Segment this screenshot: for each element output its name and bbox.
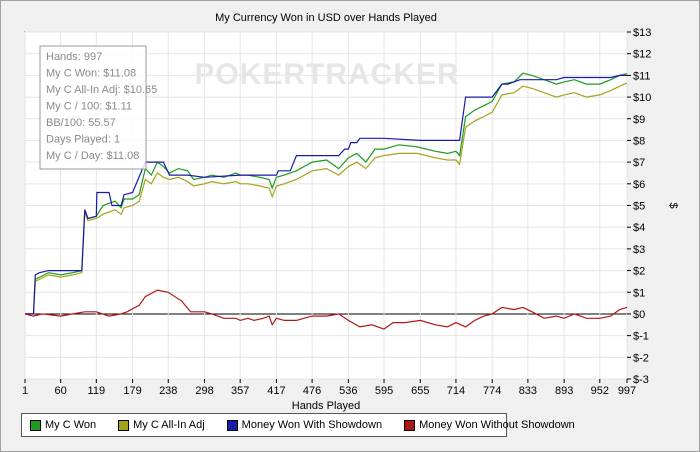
legend-item-4: Money Won Without Showdown <box>404 419 575 431</box>
x-tick-label: 833 <box>519 385 537 397</box>
y-tick-label: $4 <box>633 222 645 234</box>
y-tick-label: $9 <box>633 114 645 126</box>
y-tick-label: $2 <box>633 266 645 278</box>
x-tick-label: 119 <box>88 385 106 397</box>
x-tick-label: 179 <box>123 385 141 397</box>
y-tick-label: $5 <box>633 201 645 213</box>
x-axis-label: Hands Played <box>292 400 361 412</box>
x-tick-label: 595 <box>375 385 393 397</box>
legend-swatch <box>118 419 130 431</box>
y-tick-label: $8 <box>633 135 645 147</box>
x-tick-label: 893 <box>555 385 573 397</box>
y-tick-label: $1 <box>633 287 645 299</box>
legend-label: My C Won <box>45 419 97 431</box>
x-tick-label: 714 <box>447 385 465 397</box>
stats-box-frame <box>39 45 147 170</box>
x-tick-label: 952 <box>591 385 609 397</box>
legend: My C Won My C All-In Adj Money Won With Sh… <box>21 413 575 437</box>
y-tick-label: $3 <box>633 244 645 256</box>
legend-label: Money Won With Showdown <box>241 419 383 431</box>
y-tick-label: $10 <box>633 92 651 104</box>
stats-line: Hands: 997 <box>46 51 102 63</box>
legend-swatch <box>30 419 41 431</box>
axes: 1 60 119 179 238 298 357 417 476 536 595 655 714 774 8… <box>22 27 651 397</box>
legend-item-1: My C Won <box>30 419 96 431</box>
x-tick-label: 774 <box>483 385 501 397</box>
stats-line: My C / Day: $11.08 <box>46 150 139 162</box>
legend-label: Money Won Without Showdown <box>419 419 575 431</box>
stats-line: BB/100: 55.57 <box>46 117 116 129</box>
stats-box: Hands: 997 My C Won: $11.08 My C All-In Ad… <box>39 45 157 170</box>
chart-title: My Currency Won in USD over Hands Played <box>215 12 437 24</box>
y-tick-label: $12 <box>633 49 651 61</box>
y-tick-label: $-1 <box>633 331 649 343</box>
x-tick-label: 60 <box>55 385 67 397</box>
series-layer <box>24 72 628 330</box>
stats-line: My C Won: $11.08 <box>46 68 136 80</box>
y-tick-label: $6 <box>633 179 645 191</box>
x-tick-label: 238 <box>159 385 177 397</box>
series-line-4 <box>24 289 628 330</box>
x-tick-label: 536 <box>339 385 357 397</box>
legend-swatch <box>226 419 238 431</box>
y-tick-label: $7 <box>633 157 645 169</box>
y-tick-label: $-3 <box>633 374 649 386</box>
y-axis-label: $ <box>667 202 679 208</box>
legend-label: My C All-In Adj <box>133 419 205 431</box>
legend-swatch <box>404 419 416 431</box>
x-tick-label: 997 <box>618 385 636 397</box>
watermark: POKERTRACKER <box>194 58 459 91</box>
watermark-text: POKERTRACKER <box>194 58 459 91</box>
y-tick-label: $11 <box>633 70 651 82</box>
stats-line: Days Played: 1 <box>46 134 120 146</box>
x-tick-label: 298 <box>195 385 213 397</box>
y-tick-label: $13 <box>633 27 651 39</box>
stats-line: My C All-In Adj: $10.65 <box>46 84 157 96</box>
legend-item-3: Money Won With Showdown <box>226 419 383 431</box>
series-line-2 <box>25 82 628 315</box>
y-tick-label: $0 <box>633 309 645 321</box>
x-tick-label: 476 <box>303 385 321 397</box>
series-line-3 <box>25 74 627 315</box>
legend-item-2: My C All-In Adj <box>118 419 205 431</box>
y-tick-label: $-2 <box>633 352 649 364</box>
x-tick-label: 417 <box>267 385 285 397</box>
x-tick-label: 1 <box>22 385 28 397</box>
stats-line: My C / 100: $1.11 <box>46 101 132 113</box>
x-tick-label: 357 <box>231 385 249 397</box>
x-tick-label: 655 <box>411 385 429 397</box>
